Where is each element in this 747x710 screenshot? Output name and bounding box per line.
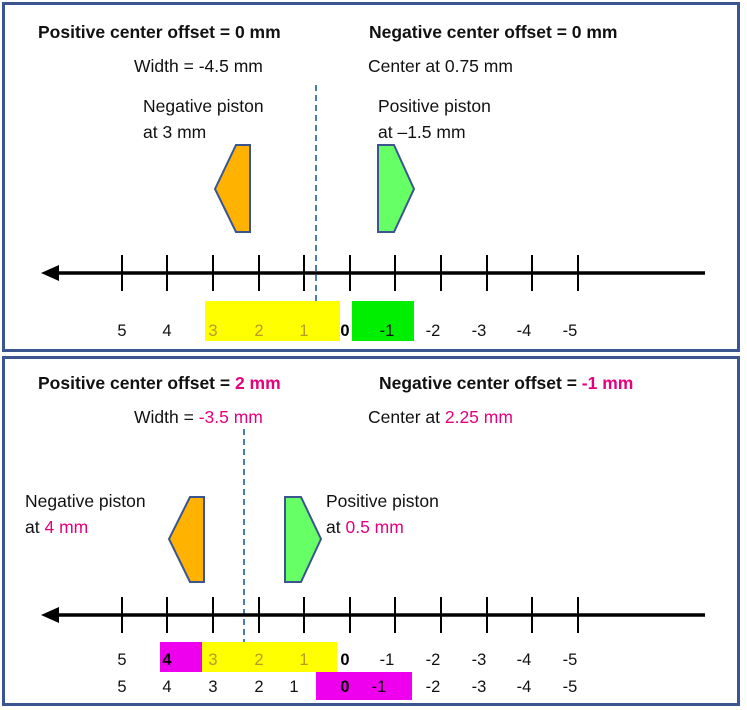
yellow-range-highlight — [205, 301, 340, 341]
positive-center-offset: Positive center offset = 2 mm — [38, 373, 281, 393]
magenta-range-highlight-top — [160, 642, 202, 672]
axis-label-row2: 2 — [254, 678, 264, 696]
axis-label: 0 — [340, 322, 350, 340]
axis-label: -1 — [379, 322, 395, 340]
axis-label-row1: -4 — [516, 651, 532, 669]
axis-label-row1: 3 — [208, 651, 218, 669]
center-text: Center at 0.75 mm — [368, 56, 513, 76]
axis-label-row1: 4 — [162, 651, 172, 669]
negative-piston-label: Negative piston at 3 mm — [143, 96, 264, 142]
axis-label-row2: -4 — [516, 678, 532, 696]
axis-label-row2: 5 — [117, 678, 127, 696]
axis-label-row1: 0 — [340, 651, 350, 669]
axis-label-row1: -2 — [425, 651, 441, 669]
positive-piston-label: Positive piston at –1.5 mm — [378, 96, 491, 142]
negative-center-offset: Negative center offset = -1 mm — [379, 373, 634, 393]
axis-label: 2 — [254, 322, 264, 340]
negative-piston-label: Negative piston at 4 mm — [25, 491, 146, 537]
axis-label-row1: 2 — [254, 651, 264, 669]
axis-label: -2 — [425, 322, 441, 340]
axis-label-row2: -5 — [562, 678, 578, 696]
axis-label-row2: -2 — [425, 678, 441, 696]
axis-label-row2: 1 — [289, 678, 299, 696]
axis-label-row2: 0 — [340, 678, 350, 696]
axis-label-row1: 1 — [299, 651, 309, 669]
axis-label-row1: -3 — [471, 651, 487, 669]
negative-piston-shape — [167, 496, 205, 583]
axis-label: 3 — [208, 322, 218, 340]
positive-piston-label: Positive piston at 0.5 mm — [326, 491, 439, 537]
axis-label: -3 — [471, 322, 487, 340]
panel-1-graphics — [41, 85, 705, 305]
axis-label-row1: 5 — [117, 651, 127, 669]
axis-label-row1: -1 — [379, 651, 395, 669]
panel-2-graphics — [41, 429, 705, 647]
yellow-range-highlight — [202, 642, 337, 672]
axis-label: -4 — [516, 322, 532, 340]
positive-piston-shape — [284, 496, 323, 583]
green-range-highlight — [352, 301, 414, 341]
axis-label: 1 — [299, 322, 309, 340]
width-text: Width = -3.5 mm — [134, 407, 263, 427]
center-text: Center at 2.25 mm — [368, 407, 513, 427]
top-panel: Positive center offset = 0 mm Negative c… — [2, 2, 740, 352]
axis-label-row2: 3 — [208, 678, 218, 696]
width-text: Width = -4.5 mm — [134, 56, 263, 76]
axis-label-row2: -1 — [371, 678, 387, 696]
bottom-panel: Positive center offset = 2 mm Negative c… — [2, 356, 740, 706]
axis-label: -5 — [562, 322, 578, 340]
axis-label-row2: -3 — [471, 678, 487, 696]
axis-label: 5 — [117, 322, 127, 340]
negative-piston-shape — [213, 144, 251, 233]
axis-label-row2: 4 — [162, 678, 172, 696]
axis-arrowhead — [41, 607, 59, 623]
positive-center-offset: Positive center offset = 0 mm — [38, 22, 281, 42]
axis-arrowhead — [41, 265, 59, 281]
axis-ticks — [121, 255, 579, 291]
axis-ticks — [121, 597, 579, 633]
negative-center-offset: Negative center offset = 0 mm — [369, 22, 618, 42]
axis-label: 4 — [162, 322, 172, 340]
positive-piston-shape — [377, 144, 416, 233]
axis-label-row1: -5 — [562, 651, 578, 669]
magenta-range-highlight-bottom — [316, 672, 412, 700]
